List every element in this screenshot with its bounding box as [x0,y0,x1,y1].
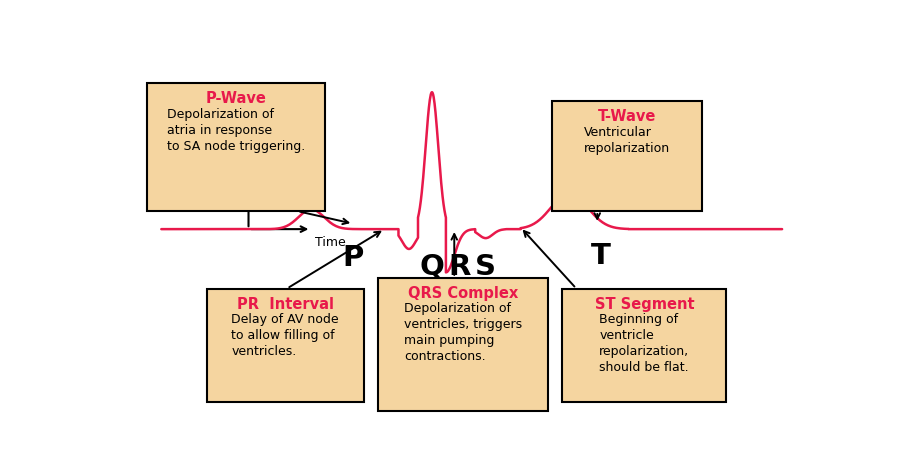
FancyBboxPatch shape [552,101,702,211]
Text: R: R [449,253,471,281]
FancyBboxPatch shape [207,289,364,402]
Text: Delay of AV node
to allow filling of
ventricles.: Delay of AV node to allow filling of ven… [231,313,339,358]
Text: T-Wave: T-Wave [598,109,656,124]
Text: Ventricular
repolarization: Ventricular repolarization [584,126,670,155]
Text: P-Wave: P-Wave [206,91,266,106]
Text: QRS Complex: QRS Complex [408,285,518,301]
Text: PR  Interval: PR Interval [237,297,334,312]
Text: Beginning of
ventricle
repolarization,
should be flat.: Beginning of ventricle repolarization, s… [599,313,689,374]
Text: S: S [475,253,496,281]
FancyBboxPatch shape [148,83,325,211]
Text: ST Segment: ST Segment [595,297,694,312]
FancyBboxPatch shape [378,278,548,411]
Text: Depolarization of
atria in response
to SA node triggering.: Depolarization of atria in response to S… [167,108,305,153]
Text: Time: Time [315,235,346,249]
Text: Q: Q [419,253,445,281]
Text: Depolarization of
ventricles, triggers
main pumping
contractions.: Depolarization of ventricles, triggers m… [404,302,522,363]
Text: P: P [342,244,364,272]
Text: Voltage: Voltage [225,137,272,150]
FancyBboxPatch shape [562,289,726,402]
Text: T: T [590,242,611,270]
